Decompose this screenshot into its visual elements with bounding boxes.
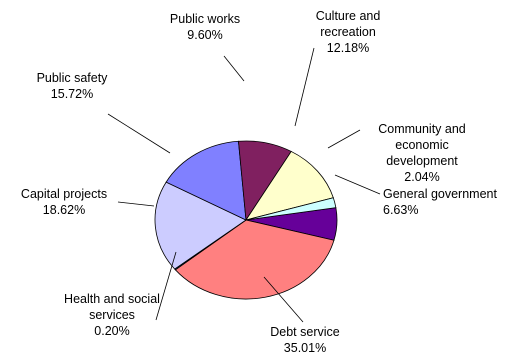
slice-name-label: Public safety: [37, 71, 109, 85]
leader-line-health-and-social-services: [155, 251, 177, 321]
slice-labels: General government 6.63% Debt service 35.01…: [21, 9, 498, 355]
leader-line-general-government: [334, 174, 381, 195]
slice-name-label: Capital projects: [21, 187, 107, 201]
slice-name-label: Public works: [170, 12, 240, 26]
slice-label-public-safety: Public safety 15.72%: [37, 71, 109, 101]
slice-name-label: Culture and: [316, 9, 381, 23]
leader-line-public-works: [223, 55, 245, 82]
slice-percent-label: 35.01%: [284, 341, 326, 355]
leader-line-debt-service: [263, 276, 304, 323]
leader-line-community-and-economic-development: [327, 129, 361, 149]
pie-slice-culture-and-recreation: [245, 150, 334, 221]
slice-label-general-government: General government 6.63%: [383, 187, 497, 217]
slice-name-label: General government: [383, 187, 497, 201]
slice-name-label: development: [386, 154, 458, 168]
pie-slices: [154, 140, 338, 300]
slice-name-label: services: [89, 308, 135, 322]
leader-line-public-safety: [107, 113, 171, 154]
pie-slice-debt-service: [174, 219, 335, 300]
slice-label-public-works: Public works 9.60%: [170, 12, 240, 42]
slice-name-label: recreation: [320, 25, 376, 39]
leader-line-culture-and-recreation: [294, 47, 315, 127]
slice-percent-label: 12.18%: [327, 41, 369, 55]
pie-slice-community-and-economic-development: [245, 197, 337, 221]
leader-lines: [107, 47, 381, 323]
slice-name-label: Health and social: [64, 292, 160, 306]
slice-label-culture-and-recreation: Culture and recreation 12.18%: [316, 9, 381, 55]
slice-name-label: Community and: [378, 122, 466, 136]
pie-slice-public-safety: [165, 140, 247, 221]
slice-label-community-and-economic-development: Community and economic development 2.04%: [378, 122, 466, 184]
slice-label-debt-service: Debt service 35.01%: [270, 325, 340, 355]
slice-label-health-and-social-services: Health and social services 0.20%: [64, 292, 160, 338]
slice-percent-label: 18.62%: [43, 203, 85, 217]
slice-label-capital-projects: Capital projects 18.62%: [21, 187, 107, 217]
slice-percent-label: 2.04%: [404, 170, 439, 184]
slice-percent-label: 0.20%: [94, 324, 129, 338]
slice-percent-label: 15.72%: [51, 87, 93, 101]
slice-percent-label: 6.63%: [383, 203, 418, 217]
slice-percent-label: 9.60%: [187, 28, 222, 42]
pie-slice-capital-projects: [154, 181, 247, 270]
slice-name-label: Debt service: [270, 325, 340, 339]
slice-name-label: economic: [395, 138, 449, 152]
leader-line-capital-projects: [117, 201, 155, 207]
